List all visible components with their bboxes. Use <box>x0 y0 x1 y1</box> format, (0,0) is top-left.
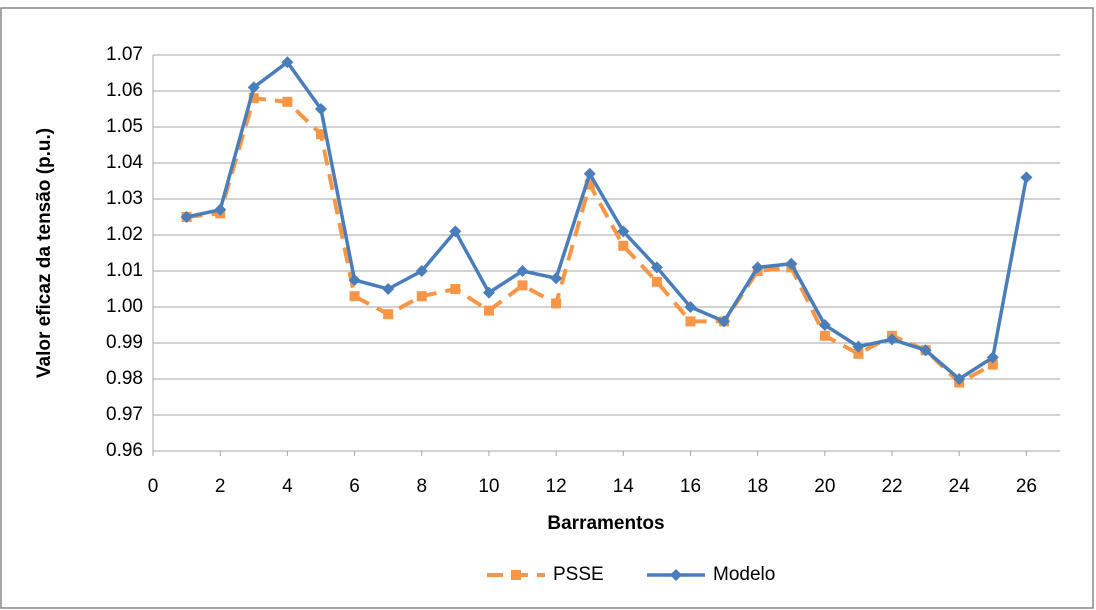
y-tick-label: 1.02 <box>106 224 143 245</box>
x-tick-label: 0 <box>148 476 159 497</box>
x-tick-label: 4 <box>282 476 293 497</box>
x-tick-label: 16 <box>680 476 701 497</box>
marker <box>685 316 696 327</box>
marker <box>853 348 864 359</box>
x-tick-label: 24 <box>949 476 971 497</box>
legend-label: Modelo <box>713 564 775 585</box>
chart-border <box>0 7 1094 609</box>
marker <box>852 340 865 353</box>
x-tick-label: 22 <box>881 476 902 497</box>
marker <box>349 291 360 302</box>
y-tick-label: 1.07 <box>106 44 143 65</box>
marker <box>818 319 831 331</box>
marker <box>550 272 563 285</box>
marker <box>987 359 998 370</box>
marker <box>517 280 528 291</box>
y-tick-label: 1.00 <box>106 296 143 317</box>
marker <box>315 129 326 140</box>
marker <box>718 315 731 328</box>
y-tick-label: 1.05 <box>106 116 143 137</box>
y-tick-label: 0.96 <box>106 440 143 461</box>
marker <box>450 284 461 294</box>
marker <box>281 56 294 69</box>
legend-label: PSSE <box>553 564 604 585</box>
marker <box>382 283 395 295</box>
marker <box>248 93 259 104</box>
y-tick-label: 0.97 <box>106 404 143 425</box>
y-tick-label: 1.03 <box>106 188 143 209</box>
y-axis-label: Valor eficaz da tensão (p.u.) <box>34 128 55 378</box>
y-tick-label: 1.04 <box>106 152 143 173</box>
legend-marker <box>511 570 521 580</box>
x-tick-label: 26 <box>1016 476 1037 497</box>
x-tick-label: 2 <box>215 476 226 497</box>
marker <box>247 81 260 94</box>
y-tick-label: 1.01 <box>106 260 143 281</box>
marker <box>483 305 494 316</box>
x-tick-label: 14 <box>613 476 635 497</box>
x-tick-label: 12 <box>546 476 567 497</box>
x-tick-label: 8 <box>416 476 427 497</box>
marker <box>449 225 462 238</box>
marker <box>886 333 899 346</box>
x-tick-label: 18 <box>747 476 768 497</box>
marker <box>684 301 697 313</box>
x-tick-label: 6 <box>349 476 360 497</box>
marker <box>919 344 932 357</box>
marker <box>1020 171 1033 184</box>
marker <box>180 211 193 223</box>
marker <box>551 298 562 309</box>
marker <box>282 96 293 107</box>
marker <box>617 225 630 238</box>
marker <box>953 373 966 385</box>
y-tick-label: 1.06 <box>106 80 143 101</box>
x-tick-label: 20 <box>814 476 835 497</box>
x-axis-label: Barramentos <box>547 513 664 534</box>
marker <box>751 261 764 274</box>
y-tick-label: 0.99 <box>106 332 143 353</box>
y-tick-label: 0.98 <box>106 368 143 389</box>
marker <box>415 265 428 277</box>
marker <box>651 276 662 287</box>
marker <box>986 351 999 364</box>
legend-marker <box>670 569 682 581</box>
marker <box>583 167 596 180</box>
marker <box>383 309 394 320</box>
x-tick-label: 10 <box>478 476 499 497</box>
marker <box>584 179 595 190</box>
marker <box>618 240 629 251</box>
marker <box>314 103 327 115</box>
marker <box>214 203 227 216</box>
series-line <box>186 60 1029 381</box>
marker <box>416 291 427 302</box>
marker <box>516 265 529 277</box>
marker <box>785 257 798 270</box>
marker <box>819 330 830 341</box>
marker <box>348 274 361 286</box>
marker <box>482 286 495 299</box>
marker <box>650 261 663 274</box>
